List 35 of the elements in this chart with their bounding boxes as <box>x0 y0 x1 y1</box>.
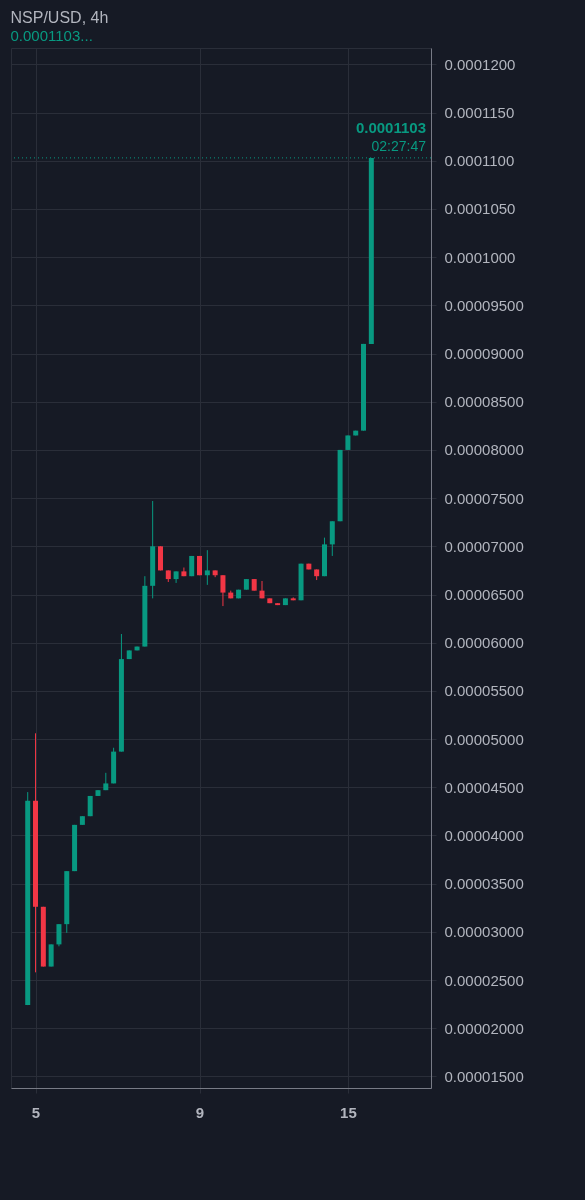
annotation: 02:27:47 <box>371 137 427 154</box>
y-tick-label: 0.00003500 <box>444 875 524 893</box>
y-tick-label: 0.00003000 <box>444 923 524 941</box>
y-tick-label: 0.00006500 <box>444 586 524 604</box>
y-tick-label: 0.00009000 <box>444 345 524 363</box>
y-tick-label: 0.00002000 <box>444 1019 524 1037</box>
candlestick <box>220 574 226 607</box>
y-tick-label: 0.00005500 <box>444 682 524 700</box>
y-tick-label: 0.00004000 <box>444 826 524 844</box>
candlestick <box>259 580 265 599</box>
y-tick-label: 0.0001100 <box>444 152 515 170</box>
y-tick-label: 0.00007500 <box>444 489 524 507</box>
y-tick-label: 0.00006000 <box>444 634 524 652</box>
y-tick-label: 0.00005000 <box>444 730 524 748</box>
candlestick <box>204 549 210 586</box>
y-tick-label: 0.00002500 <box>444 971 524 989</box>
candlestick <box>329 520 335 557</box>
y-tick-label: 0.00007000 <box>444 537 524 555</box>
y-tick-label: 0.0001000 <box>444 248 516 266</box>
y-tick-label: 0.0001050 <box>444 200 516 218</box>
y-tick-label: 0.00001500 <box>444 1067 524 1085</box>
y-tick-label: 0.00008500 <box>444 393 524 411</box>
y-tick-label: 0.0001150 <box>444 104 515 122</box>
y-tick-label: 0.00008000 <box>444 441 524 459</box>
chart-subtitle: 0.0001103... <box>10 27 93 44</box>
x-tick-label: 15 <box>340 1103 357 1121</box>
y-tick-label: 0.0001200 <box>444 55 516 73</box>
chart-title: NSP/USD, 4h <box>10 9 109 26</box>
candlestick <box>48 943 54 968</box>
y-tick-label: 0.00004500 <box>444 778 524 796</box>
x-tick-label: 9 <box>195 1103 205 1121</box>
x-tick-label: 5 <box>31 1103 41 1121</box>
ref-line-label: 0.0001103 <box>355 118 426 136</box>
y-tick-label: 0.00009500 <box>444 296 524 314</box>
candlestick <box>56 923 62 947</box>
